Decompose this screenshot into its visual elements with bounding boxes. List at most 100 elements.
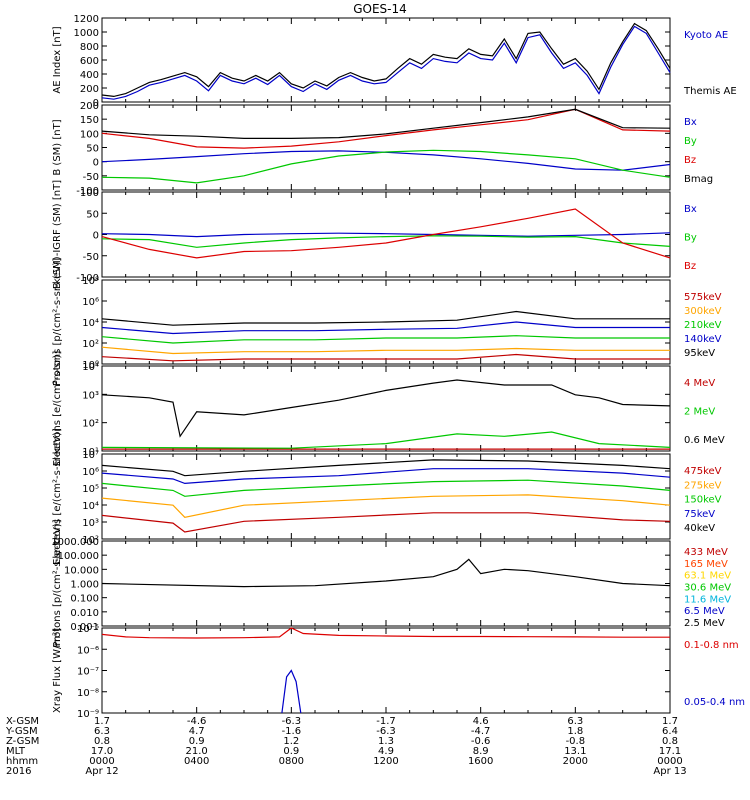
y-tick-label: 10¹: [82, 447, 99, 458]
panel-8: 10⁻⁹ 10⁻⁸ 10⁻⁷ 10⁻⁶ 10⁻⁵ Xray Flux [W/m²] 0.1-…: [52, 624, 745, 720]
y-tick-label: 0.001: [70, 622, 99, 633]
footer-cell: 1.2: [283, 736, 299, 747]
y-tick-label: 10²: [82, 535, 99, 546]
legend-entry: By: [684, 136, 697, 147]
footer-cell: 17.0: [91, 746, 113, 757]
legend-entry: 30.6 MeV: [684, 583, 731, 594]
legend-entry: 300keV: [684, 306, 722, 317]
y-tick-label: 10²: [82, 419, 99, 430]
y-tick-label: 0: [93, 98, 99, 109]
legend-entry: Bx: [684, 204, 697, 215]
legend-entry: 4 MeV: [684, 378, 715, 389]
panel-3: -100 -50 0 50 100 B (SM)-IGRF (SM) [nT] Bx By Bz: [52, 180, 697, 289]
legend-entry: 275keV: [684, 480, 722, 491]
footer-cell: 0400: [184, 756, 209, 767]
legend-entry: 63.1 MeV: [684, 571, 731, 582]
series-275kev: [101, 494, 671, 518]
footer-cell: 2000: [563, 756, 588, 767]
footer-cell: -4.7: [471, 726, 491, 737]
y-tick-label: 10⁻⁸: [77, 688, 99, 699]
footer-cell: 6.3: [94, 726, 110, 737]
y-tick-label: 100: [80, 129, 99, 140]
legend-entry: 11.6 MeV: [684, 594, 731, 605]
y-tick-label: 150: [80, 115, 99, 126]
legend-entry: By: [684, 233, 697, 244]
y-axis-label: Xray Flux [W/m²]: [52, 628, 63, 713]
series-575kev: [101, 353, 670, 362]
footer-cell: 6.3: [567, 716, 583, 727]
panel-frame: [101, 17, 671, 103]
series-by: [101, 149, 671, 184]
panel-frame: [101, 540, 671, 627]
y-tick-label: 100: [80, 188, 99, 199]
footer-cell: 17.1: [659, 746, 681, 757]
series-40kev: [101, 459, 671, 477]
y-tick-label: 10⁶: [82, 297, 99, 308]
y-tick-label: -50: [83, 252, 99, 263]
series-475kev: [101, 512, 671, 533]
footer-row-label: X-GSM: [6, 716, 39, 727]
panel-2: -100 -50 0 50 100 150 200 B (SM) [nT] Bx By Bz Bmag: [52, 101, 713, 197]
y-tick-label: 10⁷: [82, 450, 99, 461]
legend-entry: 210keV: [684, 320, 722, 331]
y-tick-label: 10³: [82, 390, 99, 401]
series-bx: [101, 232, 671, 238]
y-tick-label: 10⁴: [82, 501, 99, 512]
footer-cell: 8.9: [473, 746, 489, 757]
footer-cell: Apr 13: [653, 766, 686, 777]
y-tick-label: -100: [76, 186, 99, 197]
plot-title: GOES-14: [353, 2, 407, 16]
series-0-6-mev: [101, 379, 671, 438]
footer-cell: 4.6: [473, 716, 489, 727]
panel-frame: [101, 191, 671, 278]
y-tick-label: 0.100: [70, 594, 99, 605]
series-kyoto-ae: [101, 25, 671, 100]
legend-entry: Themis AE: [683, 86, 737, 97]
footer-cell: 21.0: [186, 746, 208, 757]
series-themis-ae: [101, 22, 671, 98]
y-tick-label: 100.000: [58, 551, 99, 562]
series-75kev: [101, 468, 671, 485]
y-tick-label: 10⁻⁷: [77, 667, 99, 678]
footer-row-label: MLT: [6, 746, 26, 757]
y-tick-label: 10⁴: [82, 362, 99, 373]
legend-entry: 575keV: [684, 292, 722, 303]
y-tick-label: 10³: [82, 518, 99, 529]
legend-entry: 150keV: [684, 495, 722, 506]
series-by: [101, 235, 671, 248]
series-210kev: [101, 335, 670, 344]
footer-cell: 4.9: [378, 746, 394, 757]
legend-entry: Bx: [684, 117, 697, 128]
y-tick-label: -50: [83, 172, 99, 183]
series-bz: [101, 208, 671, 259]
y-tick-label: 10⁻⁶: [77, 645, 99, 656]
series-140kev: [101, 321, 670, 335]
footer-cell: 0.8: [94, 736, 110, 747]
footer-cell: 0800: [279, 756, 304, 767]
footer-cell: 13.1: [564, 746, 586, 757]
legend-entry: Bz: [684, 261, 696, 272]
y-tick-label: 10⁰: [82, 360, 99, 371]
series-bz: [101, 108, 671, 149]
series-2-5-mev: [101, 558, 671, 588]
y-axis-label: Protons [p/(cm²-s-sr-keV)]: [52, 519, 63, 647]
y-tick-label: 0.010: [70, 608, 99, 619]
legend-entry: 95keV: [684, 348, 715, 359]
footer-cell: 1600: [468, 756, 493, 767]
panel-7: 0.001 0.010 0.100 1.000 10.000 100.000 1000.00…: [51, 519, 731, 647]
footer-cell: 0.9: [189, 736, 205, 747]
panel-5: 10¹ 10² 10³ 10⁴ Electrons [e/(cm²-s-sr)] 4 Me…: [52, 351, 725, 467]
footer-cell: -6.3: [282, 716, 302, 727]
legend-entry: 6.5 MeV: [684, 606, 725, 617]
y-axis-label: Protons [p/(cm²-s-sr-keV)]: [52, 258, 63, 386]
y-axis-label: B (SM) [nT]: [52, 119, 63, 175]
panel-frame: [101, 104, 671, 191]
footer-row-label: hhmm: [6, 756, 38, 767]
footer-cell: 0000: [657, 756, 682, 767]
footer-row-label: 2016: [6, 766, 31, 777]
legend-entry: 2 MeV: [684, 407, 715, 418]
footer-cell: 4.7: [189, 726, 205, 737]
footer-row-label: Z-GSM: [6, 736, 39, 747]
